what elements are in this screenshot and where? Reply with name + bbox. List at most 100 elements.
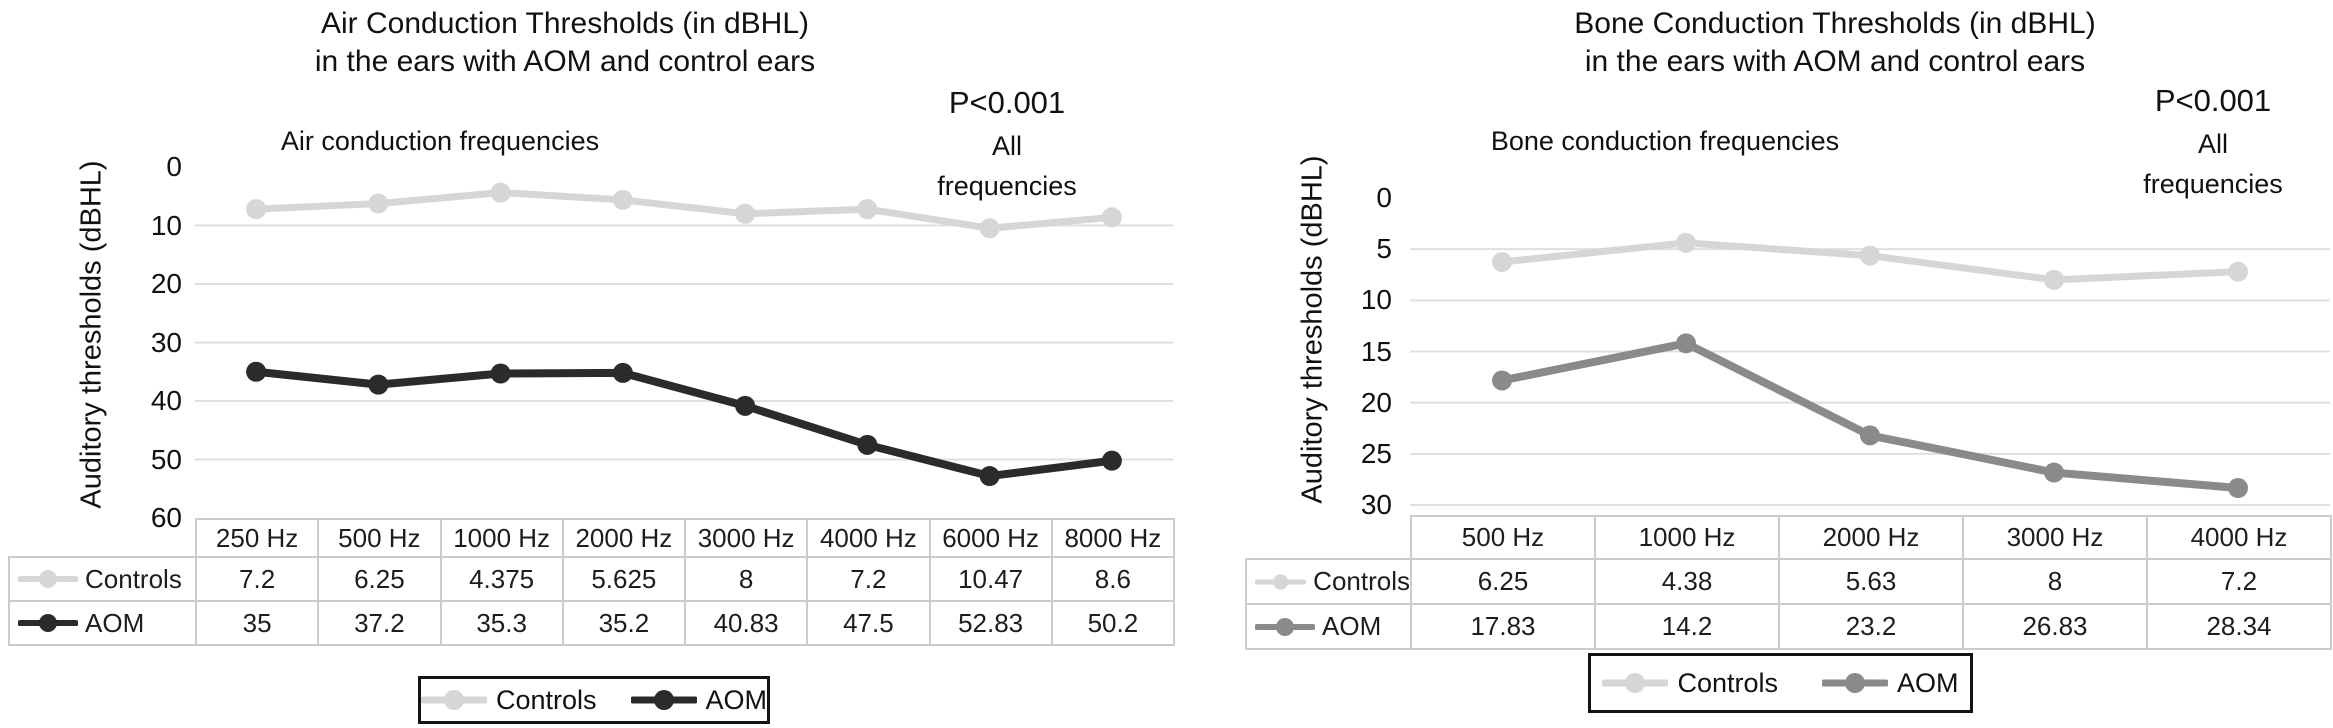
series-key-marker <box>1276 617 1294 636</box>
series-key-icon <box>1602 673 1669 693</box>
series-marker-aom <box>246 361 267 382</box>
x-axis-title: Bone conduction frequencies <box>1490 126 1840 156</box>
series-marker-aom <box>1860 425 1880 446</box>
y-tick-label: 40 <box>150 385 182 416</box>
threshold-value-cell: 50.2 <box>1050 600 1176 646</box>
series-row-label: Controls <box>1248 566 1410 597</box>
series-marker-aom <box>1101 450 1122 471</box>
series-row-label-cell: AOM <box>8 600 197 646</box>
series-marker-aom <box>1492 370 1512 391</box>
series-marker-controls <box>368 193 389 214</box>
p-value-text: P<0.001 <box>948 85 1066 120</box>
threshold-value-cell: 4.375 <box>439 556 564 602</box>
line-plot <box>1410 232 2330 506</box>
series-marker-aom <box>612 362 633 383</box>
series-key-marker <box>1272 573 1289 590</box>
series-marker-controls <box>1101 207 1122 228</box>
series-marker-controls <box>1492 251 1512 272</box>
frequency-column-header: 250 Hz <box>194 518 320 558</box>
series-row-label: AOM <box>11 607 194 639</box>
frequency-column-header: 3000 Hz <box>683 518 809 558</box>
series-line-aom <box>1498 339 2242 493</box>
p-value-annotation: P<0.001 All frequencies <box>2083 78 2333 204</box>
frequency-column-header: 1000 Hz <box>439 518 564 558</box>
series-marker-controls <box>2228 261 2248 282</box>
series-row-label: AOM <box>1248 611 1409 642</box>
y-tick-label: 10 <box>150 209 182 241</box>
series-row-label-cell: Controls <box>8 556 197 602</box>
series-marker-controls <box>979 218 1000 239</box>
line-plot <box>195 182 1173 487</box>
table-corner-blank <box>1246 516 1411 559</box>
frequency-column-header: 500 Hz <box>317 518 442 558</box>
threshold-value-cell: 35 <box>194 600 320 646</box>
chart-title: Bone Conduction Thresholds (in dBHL) in … <box>1385 5 2285 81</box>
series-marker-controls <box>2044 269 2064 290</box>
series-name: AOM <box>85 607 145 638</box>
legend-label: Controls <box>1677 667 1779 698</box>
chart-title-line1: Air Conduction Thresholds (in dBHL) <box>320 7 809 40</box>
frequency-column-header: 1000 Hz <box>1594 515 1780 560</box>
y-tick-label: 5 <box>1376 233 1392 265</box>
series-name: Controls <box>85 563 182 594</box>
threshold-value-cell: 8.6 <box>1050 556 1176 602</box>
threshold-value-cell: 7.2 <box>194 556 320 602</box>
legend-label: AOM <box>1897 667 1959 698</box>
y-tick-label: 0 <box>1376 182 1392 213</box>
series-key-marker <box>653 690 674 710</box>
series-marker-aom <box>368 374 389 395</box>
threshold-value-cell: 47.5 <box>806 600 931 646</box>
legend-item-controls: Controls <box>1602 668 1778 699</box>
series-name: Controls <box>1313 566 1410 596</box>
series-line-controls <box>252 189 1116 232</box>
series-marker-controls <box>1860 245 1880 266</box>
legend-label: AOM <box>705 684 768 715</box>
legend-item-aom: AOM <box>1822 668 1959 699</box>
series-row-label-cell: AOM <box>1245 603 1412 650</box>
y-tick-label: 25 <box>1360 437 1392 469</box>
series-marker-aom <box>979 466 1000 487</box>
data-table: 500 Hz 1000 Hz 2000 Hz 3000 Hz 4000 Hz Contro… <box>1245 515 2332 650</box>
threshold-value-cell: 40.83 <box>683 600 809 646</box>
table-row-aom: AOM 35 37.2 35.3 35.2 40.83 47.5 52.83 50.2 <box>8 600 1176 646</box>
threshold-value-cell: 26.83 <box>1962 603 2148 650</box>
series-key-icon <box>18 570 78 588</box>
frequency-column-header: 4000 Hz <box>806 518 931 558</box>
frequency-column-header: 6000 Hz <box>928 518 1053 558</box>
series-marker-controls <box>857 199 878 220</box>
legend-label: Controls <box>495 684 597 715</box>
frequency-column-header: 2000 Hz <box>1778 515 1964 560</box>
series-key-marker <box>1845 673 1866 693</box>
threshold-value-cell: 8 <box>683 556 809 602</box>
threshold-value-cell: 7.2 <box>806 556 931 602</box>
table-row-controls: Controls 6.25 4.38 5.63 8 7.2 <box>1245 558 2332 605</box>
p-value-annotation: P<0.001 All frequencies <box>877 80 1137 206</box>
series-marker-aom <box>735 395 756 416</box>
series-key-icon <box>1255 617 1315 636</box>
threshold-value-cell: 8 <box>1962 558 2148 605</box>
p-value-text: P<0.001 <box>2154 83 2272 118</box>
series-line-aom <box>252 367 1116 481</box>
series-marker-aom <box>857 434 878 455</box>
chart-legend: Controls AOM <box>418 676 770 724</box>
frequency-column-header: 500 Hz <box>1410 515 1596 560</box>
series-marker-controls <box>1676 232 1696 253</box>
table-header-row: 250 Hz 500 Hz 1000 Hz 2000 Hz 3000 Hz 4000 Hz… <box>9 518 1176 558</box>
y-axis-title: Auditory thresholds (dBHL) <box>75 160 108 509</box>
series-marker-aom <box>2228 478 2248 499</box>
annotation-scope-line2: frequencies <box>2143 169 2283 199</box>
annotation-scope-line1: All <box>991 131 1022 161</box>
threshold-value-cell: 37.2 <box>317 600 442 646</box>
series-key-marker <box>39 570 57 588</box>
threshold-value-cell: 7.2 <box>2146 558 2332 605</box>
series-key-marker <box>1625 673 1646 693</box>
series-key-icon <box>18 614 78 632</box>
x-axis-title: Air conduction frequencies <box>280 126 600 156</box>
y-axis-title: Auditory thresholds (dBHL) <box>1296 155 1329 504</box>
threshold-value-cell: 28.34 <box>2146 603 2332 650</box>
chart-legend: Controls AOM <box>1588 653 1973 713</box>
threshold-value-cell: 17.83 <box>1410 603 1596 650</box>
y-tick-label: 30 <box>150 326 182 358</box>
chart-title-line1: Bone Conduction Thresholds (in dBHL) <box>1574 7 2096 40</box>
